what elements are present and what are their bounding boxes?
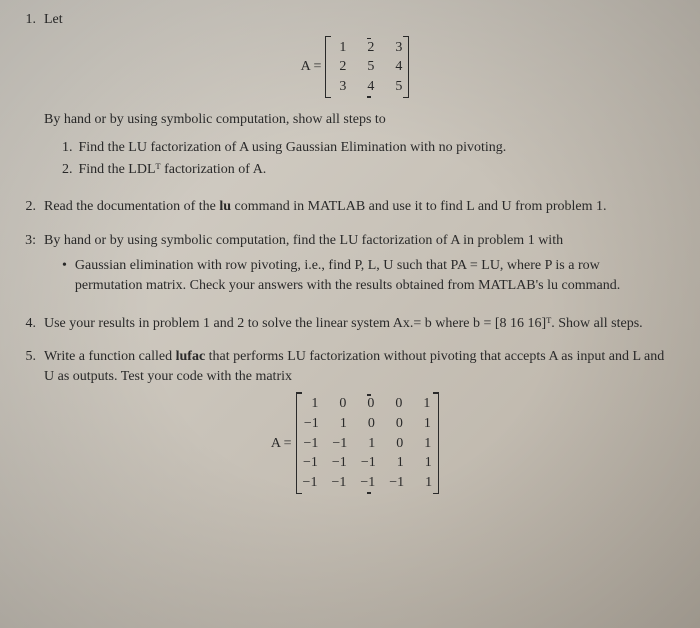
problem-number: 2. bbox=[18, 197, 36, 217]
matrix-label: A = bbox=[301, 57, 322, 77]
sub-list: 1. Find the LU factorization of A using … bbox=[62, 138, 666, 179]
bullet-list: • Gaussian elimination with row pivoting… bbox=[62, 256, 666, 295]
matrix-label: A = bbox=[271, 434, 292, 454]
problem-text: Write a function called lufac that perfo… bbox=[44, 347, 666, 386]
problem-lead: By hand or by using symbolic computation… bbox=[44, 231, 666, 251]
problem-number: 4. bbox=[18, 314, 36, 334]
problem-text: Use your results in problem 1 and 2 to s… bbox=[44, 314, 672, 334]
sub-item: 1. Find the LU factorization of A using … bbox=[62, 138, 666, 158]
problem-number: 3: bbox=[18, 231, 36, 300]
problem-4: 4. Use your results in problem 1 and 2 t… bbox=[18, 314, 672, 334]
problem-number: 5. bbox=[18, 347, 36, 506]
problem-lead: By hand or by using symbolic computation… bbox=[44, 110, 666, 130]
problem-1: 1. Let A = 123 254 345 By hand or by usi… bbox=[18, 10, 672, 183]
matrix-a-block: A = 123 254 345 bbox=[44, 36, 666, 99]
problem-2: 2. Read the documentation of the lu comm… bbox=[18, 197, 672, 217]
matrix-b-block: A = 10001 −11001 −1−1101 −1−1−111 −1−1−1… bbox=[44, 392, 666, 494]
problem-text: Read the documentation of the lu command… bbox=[44, 197, 672, 217]
matrix-a: 123 254 345 bbox=[325, 36, 409, 99]
problem-number: 1. bbox=[18, 10, 36, 183]
bullet-dot-icon: • bbox=[62, 256, 67, 295]
bullet-item: • Gaussian elimination with row pivoting… bbox=[62, 256, 666, 295]
matrix-b: 10001 −11001 −1−1101 −1−1−111 −1−1−1−11 bbox=[296, 392, 440, 494]
problem-intro: Let bbox=[44, 12, 63, 27]
problem-3: 3: By hand or by using symbolic computat… bbox=[18, 231, 672, 300]
sub-item: 2. Find the LDLᵀ factorization of A. bbox=[62, 160, 666, 180]
page-content: 1. Let A = 123 254 345 By hand or by usi… bbox=[0, 0, 700, 530]
problem-5: 5. Write a function called lufac that pe… bbox=[18, 347, 672, 506]
